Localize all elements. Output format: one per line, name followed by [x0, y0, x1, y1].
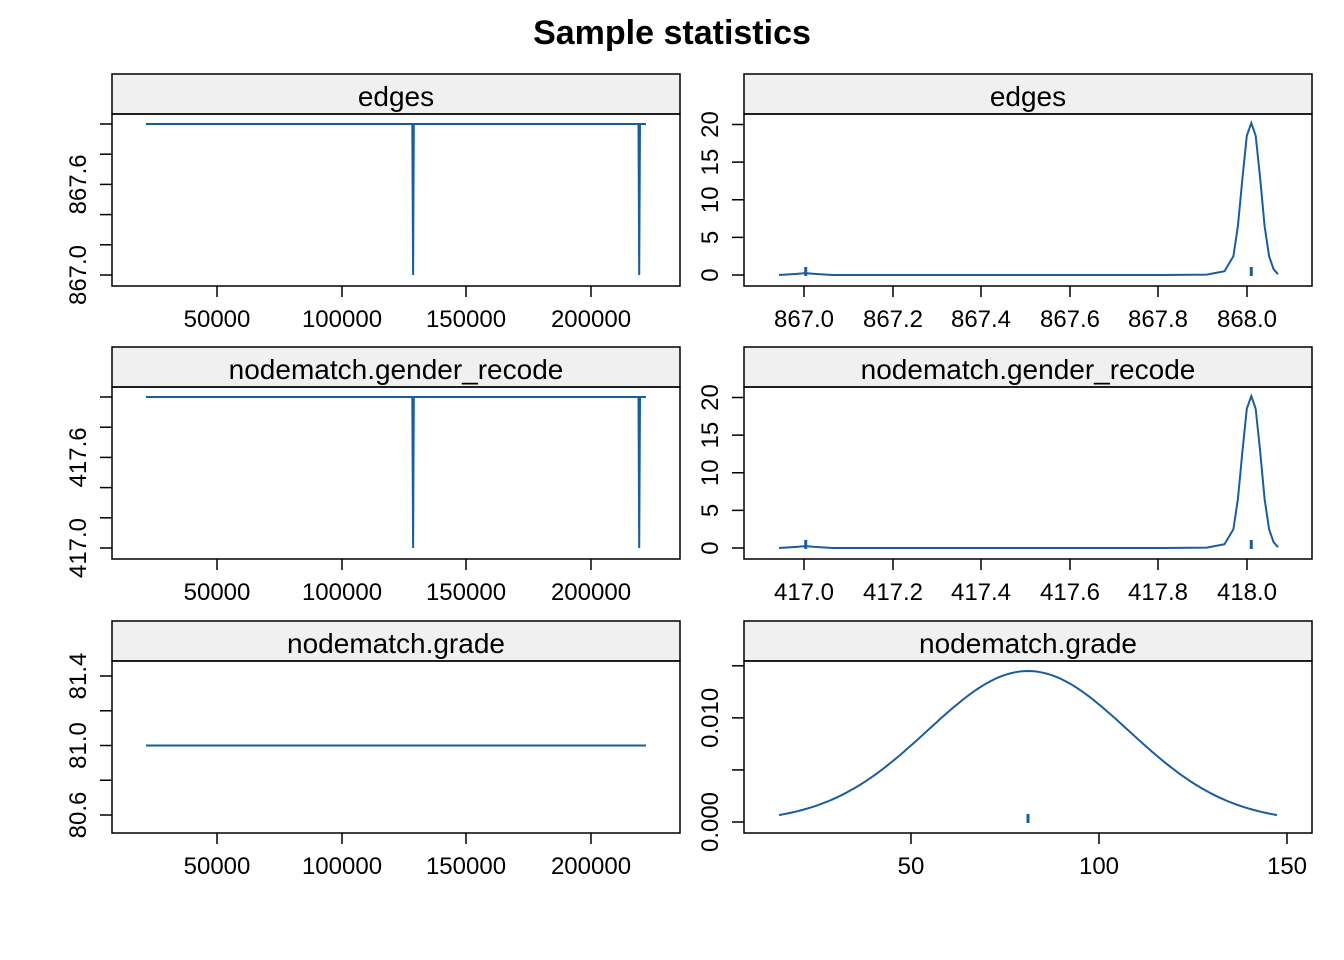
x-tick-label-edges-density: 867.2 — [863, 306, 923, 333]
marks-grade-density: 50 100 150 0.000 0.010 — [697, 665, 1307, 880]
x-tick-label-gender-density: 417.8 — [1128, 579, 1188, 606]
strip-label-edges-trace: edges — [358, 81, 434, 112]
marks-edges-density: 867.0 867.2 867.4 867.6 867.8 868.0 0 5 10 15 20 — [697, 111, 1279, 333]
panel-trace-gender: nodematch.gender_recode 50000 100000 15000… — [65, 346, 681, 606]
series-line-grade-density — [778, 669, 1278, 817]
strip-gender-trace — [111, 346, 681, 388]
strip-gender-density — [743, 346, 1313, 388]
x-tick-label-gender-trace: 200000 — [551, 579, 631, 606]
x-tick-label-edges-density: 867.4 — [951, 306, 1011, 333]
y-tick-label-gender-density: 20 — [697, 384, 724, 411]
x-tick-label-gender-density: 417.0 — [774, 579, 834, 606]
y-tick-label-gender-density: 0 — [697, 541, 724, 554]
x-tick-label-edges-trace: 50000 — [184, 306, 251, 333]
x-tick-label-gender-trace: 100000 — [302, 579, 382, 606]
y-tick-label-edges-density: 5 — [697, 231, 724, 244]
plot-frame-grade-trace — [111, 660, 681, 834]
y-tick-label-gender-density: 15 — [697, 422, 724, 449]
panel-density-edges: edges 867.0 867.2 867.4 867.6 867.8 868.0 0 5 10… — [697, 73, 1313, 333]
y-tick-label-edges-density: 20 — [697, 111, 724, 138]
series-line-edges-density — [778, 119, 1279, 276]
x-tick-label-grade-trace: 50000 — [184, 853, 251, 880]
y-tick-label-grade-density: 0.010 — [697, 688, 724, 748]
strip-edges-trace — [111, 73, 681, 115]
x-tick-label-gender-trace: 50000 — [184, 579, 251, 606]
series-line-gender-trace — [146, 396, 646, 549]
panel-trace-edges: edges 50000 100000 150000 200000 867.0 867.6 — [65, 73, 681, 333]
panel-density-gender: nodematch.gender_recode 417.0 417.2 417.4 4… — [697, 346, 1313, 606]
strip-label-gender-density: nodematch.gender_recode — [861, 354, 1196, 385]
y-tick-label-gender-density: 10 — [697, 459, 724, 486]
panel-density-grade: nodematch.grade 50 100 150 0.000 0.010 — [697, 620, 1313, 880]
strip-label-grade-trace: nodematch.grade — [287, 628, 505, 659]
y-tick-label-gender-trace: 417.0 — [65, 518, 92, 578]
strip-label-grade-density: nodematch.grade — [919, 628, 1137, 659]
x-tick-label-edges-trace: 200000 — [551, 306, 631, 333]
series-line-edges-trace — [146, 123, 646, 276]
marks-edges-trace: 50000 100000 150000 200000 867.0 867.6 — [65, 123, 646, 333]
x-tick-label-edges-density: 868.0 — [1217, 306, 1277, 333]
strip-grade-density — [743, 620, 1313, 662]
y-tick-label-grade-density: 0.000 — [697, 792, 724, 852]
x-tick-label-edges-density: 867.8 — [1128, 306, 1188, 333]
y-tick-label-edges-trace: 867.6 — [65, 154, 92, 214]
x-tick-label-grade-trace: 100000 — [302, 853, 382, 880]
y-tick-label-gender-density: 5 — [697, 504, 724, 517]
x-tick-label-gender-density: 418.0 — [1217, 579, 1277, 606]
plot-frame-grade-density — [743, 660, 1313, 834]
x-tick-label-gender-density: 417.4 — [951, 579, 1011, 606]
series-line-gender-density — [778, 392, 1279, 549]
strip-edges-density — [743, 73, 1313, 115]
strip-grade-trace — [111, 620, 681, 662]
x-tick-label-edges-trace: 100000 — [302, 306, 382, 333]
x-tick-label-gender-trace: 150000 — [426, 579, 506, 606]
x-tick-label-edges-trace: 150000 — [426, 306, 506, 333]
plot-frame-edges-trace — [111, 113, 681, 287]
y-tick-label-edges-density: 0 — [697, 268, 724, 281]
x-tick-label-grade-density: 50 — [898, 853, 925, 880]
y-tick-label-edges-density: 15 — [697, 149, 724, 176]
panel-trace-grade: nodematch.grade 50000 100000 150000 200000 8… — [65, 620, 681, 880]
y-tick-label-grade-trace: 81.4 — [65, 653, 92, 700]
strip-label-edges-density: edges — [990, 81, 1066, 112]
y-tick-label-edges-density: 10 — [697, 186, 724, 213]
marks-gender-density: 417.0 417.2 417.4 417.6 417.8 418.0 0 5 10 15 20 — [697, 384, 1279, 606]
strip-label-gender-trace: nodematch.gender_recode — [229, 354, 564, 385]
y-tick-label-grade-trace: 80.6 — [65, 792, 92, 839]
x-tick-label-grade-density: 150 — [1267, 853, 1307, 880]
marks-gender-trace: 50000 100000 150000 200000 417.0 417.6 — [65, 396, 646, 606]
x-tick-label-grade-density: 100 — [1079, 853, 1119, 880]
plot-frame-edges-density — [743, 113, 1313, 287]
marks-grade-trace: 50000 100000 150000 200000 80.6 81.0 81.4 — [65, 653, 646, 880]
x-tick-label-edges-density: 867.6 — [1040, 306, 1100, 333]
x-tick-label-gender-density: 417.6 — [1040, 579, 1100, 606]
plot-frame-gender-trace — [111, 386, 681, 560]
y-tick-label-edges-trace: 867.0 — [65, 245, 92, 305]
y-tick-label-grade-trace: 81.0 — [65, 722, 92, 769]
x-tick-label-gender-density: 417.2 — [863, 579, 923, 606]
x-tick-label-grade-trace: 150000 — [426, 853, 506, 880]
y-tick-label-gender-trace: 417.6 — [65, 427, 92, 487]
x-tick-label-grade-trace: 200000 — [551, 853, 631, 880]
plot-frame-gender-density — [743, 386, 1313, 560]
main-title: Sample statistics — [533, 14, 811, 52]
x-tick-label-edges-density: 867.0 — [774, 306, 834, 333]
